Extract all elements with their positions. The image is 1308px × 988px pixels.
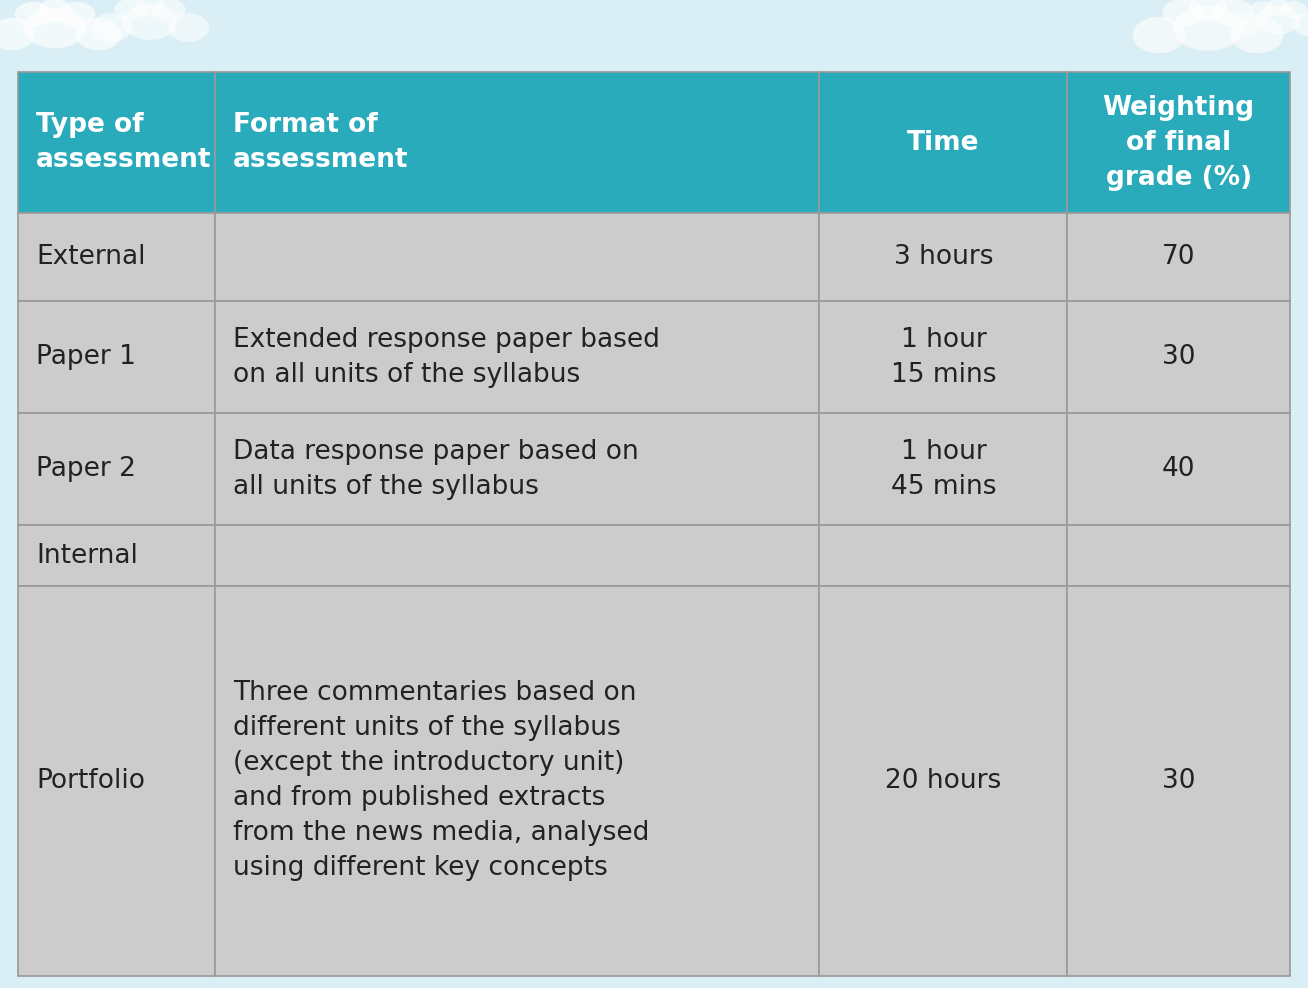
Bar	[18, 586, 215, 976]
Ellipse shape	[75, 18, 122, 50]
Text: 30: 30	[1162, 768, 1196, 794]
Text: 30: 30	[1162, 344, 1196, 370]
Ellipse shape	[1189, 0, 1227, 22]
Ellipse shape	[1249, 1, 1275, 19]
Bar	[819, 72, 1067, 213]
Text: Three commentaries based on
different units of the syllabus
(except the introduc: Three commentaries based on different un…	[233, 681, 650, 881]
Bar	[1067, 301, 1290, 413]
Bar	[215, 526, 819, 586]
Bar	[18, 213, 215, 301]
Ellipse shape	[1133, 17, 1185, 53]
Ellipse shape	[1211, 0, 1253, 27]
Bar	[1067, 526, 1290, 586]
Ellipse shape	[1256, 5, 1300, 35]
Ellipse shape	[1281, 1, 1307, 19]
Text: Type of
assessment: Type of assessment	[37, 113, 212, 173]
Ellipse shape	[14, 2, 52, 27]
Ellipse shape	[1231, 17, 1283, 53]
Text: Paper 2: Paper 2	[37, 456, 136, 482]
Text: Portfolio: Portfolio	[37, 768, 145, 794]
Ellipse shape	[90, 13, 132, 41]
Bar	[215, 413, 819, 526]
Ellipse shape	[38, 0, 72, 23]
Ellipse shape	[167, 13, 209, 41]
Ellipse shape	[1230, 13, 1264, 37]
Text: 1 hour
45 mins: 1 hour 45 mins	[891, 439, 997, 500]
Ellipse shape	[24, 8, 86, 48]
Ellipse shape	[1163, 0, 1205, 27]
Bar	[819, 586, 1067, 976]
Text: 3 hours: 3 hours	[893, 244, 993, 271]
Ellipse shape	[123, 4, 178, 40]
Ellipse shape	[135, 0, 165, 17]
Bar	[18, 413, 215, 526]
Ellipse shape	[1292, 13, 1308, 37]
Bar	[215, 301, 819, 413]
Ellipse shape	[114, 0, 148, 21]
Text: 40: 40	[1162, 456, 1196, 482]
Bar	[819, 413, 1067, 526]
Bar	[819, 301, 1067, 413]
Bar	[215, 213, 819, 301]
Text: Paper 1: Paper 1	[37, 344, 136, 370]
Text: Extended response paper based
on all units of the syllabus: Extended response paper based on all uni…	[233, 327, 661, 387]
Text: 20 hours: 20 hours	[886, 768, 1002, 794]
Text: Weighting
of final
grade (%): Weighting of final grade (%)	[1103, 95, 1254, 191]
Text: Format of
assessment: Format of assessment	[233, 113, 408, 173]
Bar	[215, 586, 819, 976]
Ellipse shape	[1173, 5, 1243, 50]
Ellipse shape	[153, 0, 186, 21]
Bar	[18, 301, 215, 413]
Text: Internal: Internal	[37, 542, 137, 569]
Ellipse shape	[1266, 0, 1291, 16]
Text: 1 hour
15 mins: 1 hour 15 mins	[891, 327, 997, 387]
Ellipse shape	[58, 2, 95, 27]
Bar	[18, 526, 215, 586]
Text: 70: 70	[1162, 244, 1196, 271]
Bar	[1067, 413, 1290, 526]
Bar	[819, 213, 1067, 301]
Bar	[819, 526, 1067, 586]
Bar	[1067, 213, 1290, 301]
Bar	[1067, 72, 1290, 213]
Text: External: External	[37, 244, 145, 271]
Bar	[215, 72, 819, 213]
Bar	[1067, 586, 1290, 976]
Bar	[18, 72, 215, 213]
Text: Time: Time	[908, 129, 980, 156]
Text: Data response paper based on
all units of the syllabus: Data response paper based on all units o…	[233, 439, 638, 500]
Ellipse shape	[0, 18, 35, 50]
